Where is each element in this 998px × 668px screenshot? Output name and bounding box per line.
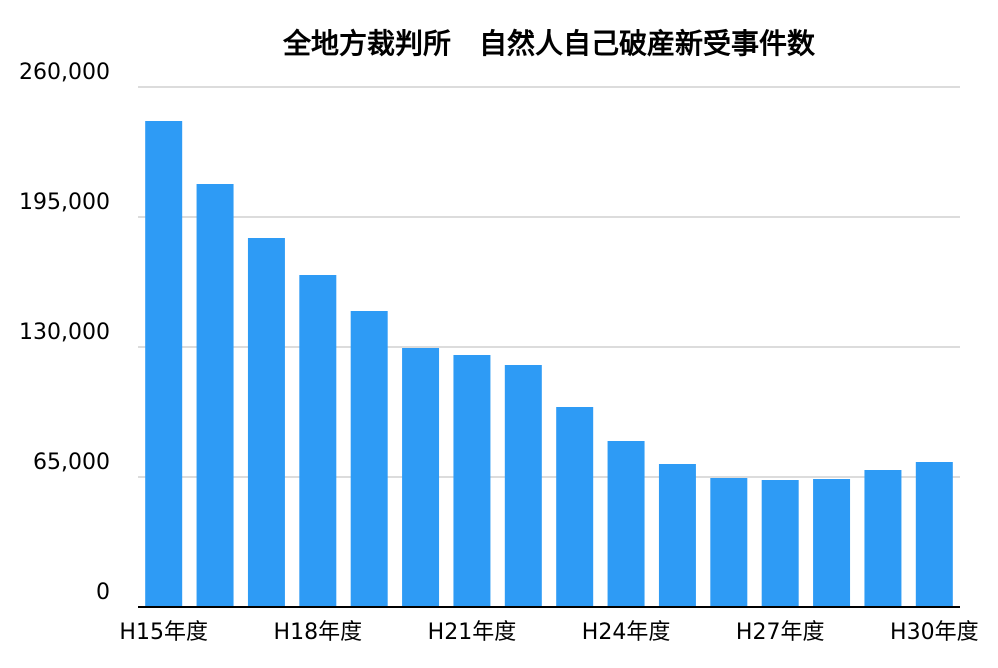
- y-tick-label: 0: [96, 580, 110, 605]
- bar: [710, 478, 748, 607]
- bar: [402, 348, 440, 607]
- x-tick-label: H24年度: [582, 620, 671, 645]
- y-tick-label: 260,000: [19, 60, 110, 85]
- bar: [556, 407, 594, 607]
- y-tick-label: 195,000: [19, 190, 110, 215]
- bar: [247, 238, 285, 607]
- bar: [658, 464, 696, 607]
- chart-title: 全地方裁判所 自然人自己破産新受事件数: [282, 27, 816, 60]
- bar: [504, 365, 542, 607]
- y-tick-label: 65,000: [33, 450, 110, 475]
- bar: [761, 480, 799, 607]
- bar: [145, 121, 183, 607]
- x-tick-label: H27年度: [736, 620, 825, 645]
- bar: [196, 184, 234, 607]
- x-tick-label: H21年度: [428, 620, 517, 645]
- y-tick-label: 130,000: [19, 320, 110, 345]
- bar: [915, 462, 953, 607]
- x-tick-label: H15年度: [119, 620, 208, 645]
- x-tick-label: H30年度: [890, 620, 979, 645]
- bar: [813, 479, 851, 607]
- bar: [453, 355, 491, 607]
- x-tick-label: H18年度: [274, 620, 363, 645]
- bar: [864, 470, 902, 607]
- bar: [350, 311, 388, 607]
- bar: [299, 275, 337, 607]
- bar: [607, 441, 645, 607]
